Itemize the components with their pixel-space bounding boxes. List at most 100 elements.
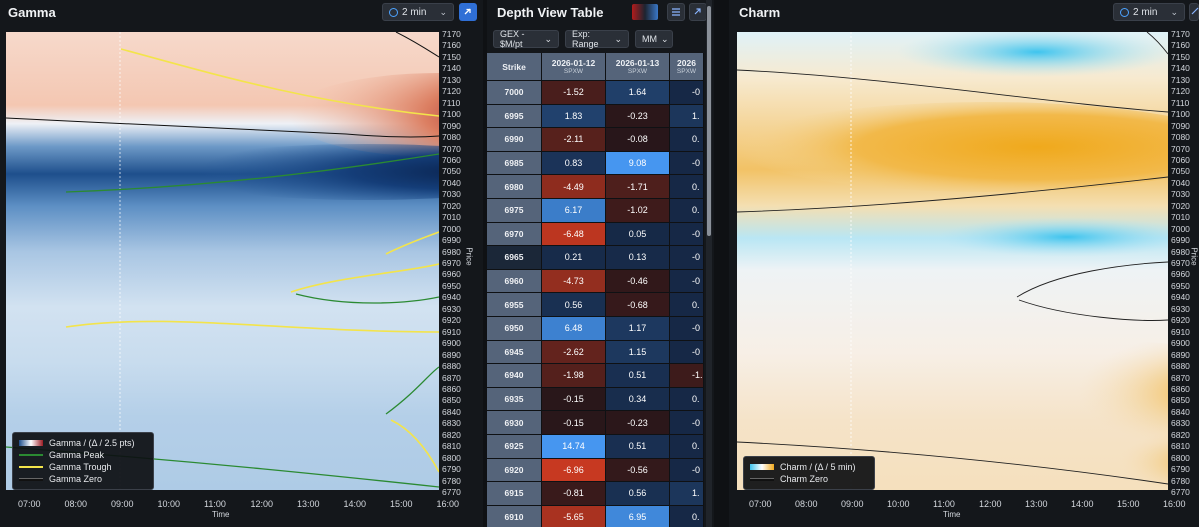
gex-cell[interactable]: 0.56 — [606, 482, 670, 506]
gex-cell[interactable]: -6.48 — [542, 222, 606, 247]
gex-cell[interactable]: 6.95 — [606, 505, 670, 527]
charm-heatmap[interactable] — [737, 32, 1168, 490]
gex-cell[interactable]: -1.71 — [606, 175, 670, 199]
price-tick: 7100 — [1171, 109, 1190, 120]
price-tick: 6940 — [1171, 292, 1190, 303]
strike-cell: 6950 — [487, 317, 542, 341]
clock-icon — [1120, 7, 1129, 17]
gex-cell[interactable]: -0.08 — [606, 128, 670, 152]
expiry-column-header[interactable]: 2026 SPXW — [670, 53, 704, 81]
price-tick: 7130 — [442, 74, 461, 85]
gex-cell[interactable]: -0 — [670, 340, 704, 365]
gex-cell[interactable]: 6.48 — [542, 317, 606, 341]
scrollbar-thumb[interactable] — [707, 6, 711, 236]
gex-cell[interactable]: 0.56 — [542, 293, 606, 317]
gex-cell[interactable]: 0. — [670, 128, 704, 152]
charm-interval-select[interactable]: 2 min ⌄ — [1113, 3, 1185, 21]
gex-cell[interactable]: 0.05 — [606, 222, 670, 247]
gex-cell[interactable]: 1.17 — [606, 317, 670, 341]
price-tick: 7030 — [442, 189, 461, 200]
gex-cell[interactable]: 6.17 — [542, 199, 606, 223]
expiry-dropdown[interactable]: Exp: Range ⌄ — [565, 29, 629, 49]
gex-cell[interactable]: -2.11 — [542, 128, 606, 152]
gex-cell[interactable]: 0.34 — [606, 387, 670, 412]
price-tick: 7130 — [1171, 74, 1190, 85]
gex-cell[interactable]: -0.23 — [606, 104, 670, 129]
link-icon — [1191, 7, 1199, 15]
gex-cell[interactable]: 1. — [670, 482, 704, 506]
gex-cell[interactable]: 1.64 — [606, 81, 670, 105]
gex-cell[interactable]: -0 — [670, 269, 704, 294]
strike-column-header[interactable]: Strike — [487, 53, 542, 81]
gex-cell[interactable]: 0.51 — [606, 364, 670, 388]
charm-negative-zone — [897, 32, 1168, 77]
gex-cell[interactable]: 9.08 — [606, 151, 670, 176]
gex-cell[interactable]: -1.98 — [542, 364, 606, 388]
table-scrollbar[interactable] — [706, 0, 712, 527]
gex-cell[interactable]: 0. — [670, 387, 704, 412]
gex-cell[interactable]: -0.15 — [542, 411, 606, 435]
expiry-column-header[interactable]: 2026-01-12 SPXW — [542, 53, 606, 81]
gex-cell[interactable]: 1.15 — [606, 340, 670, 365]
gex-cell[interactable]: -6.96 — [542, 458, 606, 483]
gamma-heatmap[interactable] — [6, 32, 439, 490]
table-link-button[interactable] — [689, 3, 707, 21]
strike-cell: 6910 — [487, 505, 542, 527]
chevron-down-icon: ⌄ — [439, 6, 447, 17]
gex-cell[interactable]: 0. — [670, 293, 704, 317]
strike-cell: 6930 — [487, 411, 542, 435]
colorscale-toggle[interactable] — [632, 4, 658, 20]
charm-heatmap-svg — [737, 32, 1168, 490]
gex-cell[interactable]: -0 — [670, 317, 704, 341]
gex-cell[interactable]: 0. — [670, 505, 704, 527]
gex-cell[interactable]: -0 — [670, 151, 704, 176]
gamma-link-button[interactable] — [459, 3, 477, 21]
gex-cell[interactable]: 0.13 — [606, 246, 670, 270]
gex-cell[interactable]: 0.51 — [606, 435, 670, 459]
expiry-root: SPXW — [676, 68, 697, 75]
time-tick: 08:00 — [795, 499, 818, 509]
gex-cell[interactable]: 0. — [670, 199, 704, 223]
gex-cell[interactable]: -0.23 — [606, 411, 670, 435]
time-tick: 15:00 — [390, 499, 413, 509]
gex-cell[interactable]: -0.68 — [606, 293, 670, 317]
clock-icon — [389, 7, 398, 17]
gex-cell[interactable]: -1. — [670, 364, 704, 388]
gex-cell[interactable]: 0. — [670, 175, 704, 199]
price-tick: 6950 — [442, 280, 461, 291]
gex-cell[interactable]: -0 — [670, 222, 704, 247]
gex-cell[interactable]: -0 — [670, 458, 704, 483]
gex-cell[interactable]: -4.73 — [542, 269, 606, 294]
price-tick: 6860 — [442, 383, 461, 394]
price-tick: 6770 — [1171, 487, 1190, 497]
gex-cell[interactable]: -0.46 — [606, 269, 670, 294]
price-tick: 7050 — [1171, 166, 1190, 177]
gex-cell[interactable]: -1.02 — [606, 199, 670, 223]
gex-cell[interactable]: -4.49 — [542, 175, 606, 199]
gamma-interval-select[interactable]: 2 min ⌄ — [382, 3, 454, 21]
mm-dropdown[interactable]: MM ⌄ — [635, 30, 673, 48]
gex-cell[interactable]: -1.52 — [542, 81, 606, 105]
gex-cell[interactable]: 0.83 — [542, 151, 606, 176]
gex-cell[interactable]: -0 — [670, 411, 704, 435]
gex-cell[interactable]: 0.21 — [542, 246, 606, 270]
expiry-column-header[interactable]: 2026-01-13 SPXW — [606, 53, 670, 81]
charm-link-button[interactable] — [1189, 3, 1199, 21]
gamma-price-label: Price — [464, 247, 474, 266]
price-tick: 6860 — [1171, 383, 1190, 394]
gex-cell[interactable]: 1.83 — [542, 104, 606, 129]
gex-cell[interactable]: 1. — [670, 104, 704, 129]
gex-cell[interactable]: -5.65 — [542, 505, 606, 527]
gex-cell[interactable]: 0. — [670, 435, 704, 459]
gex-cell[interactable]: -0.15 — [542, 387, 606, 412]
gex-cell[interactable]: -2.62 — [542, 340, 606, 365]
gex-cell[interactable]: -0.56 — [606, 458, 670, 483]
gex-cell[interactable]: 14.74 — [542, 435, 606, 459]
metric-dropdown[interactable]: GEX - $M/pt ⌄ — [493, 29, 559, 49]
charm-legend: Charm / (Δ / 5 min) Charm Zero — [743, 456, 875, 490]
table-settings-button[interactable] — [667, 3, 685, 21]
gex-cell[interactable]: -0 — [670, 81, 704, 105]
gex-cell[interactable]: -0 — [670, 246, 704, 270]
price-tick: 6970 — [442, 258, 461, 268]
gex-cell[interactable]: -0.81 — [542, 482, 606, 506]
